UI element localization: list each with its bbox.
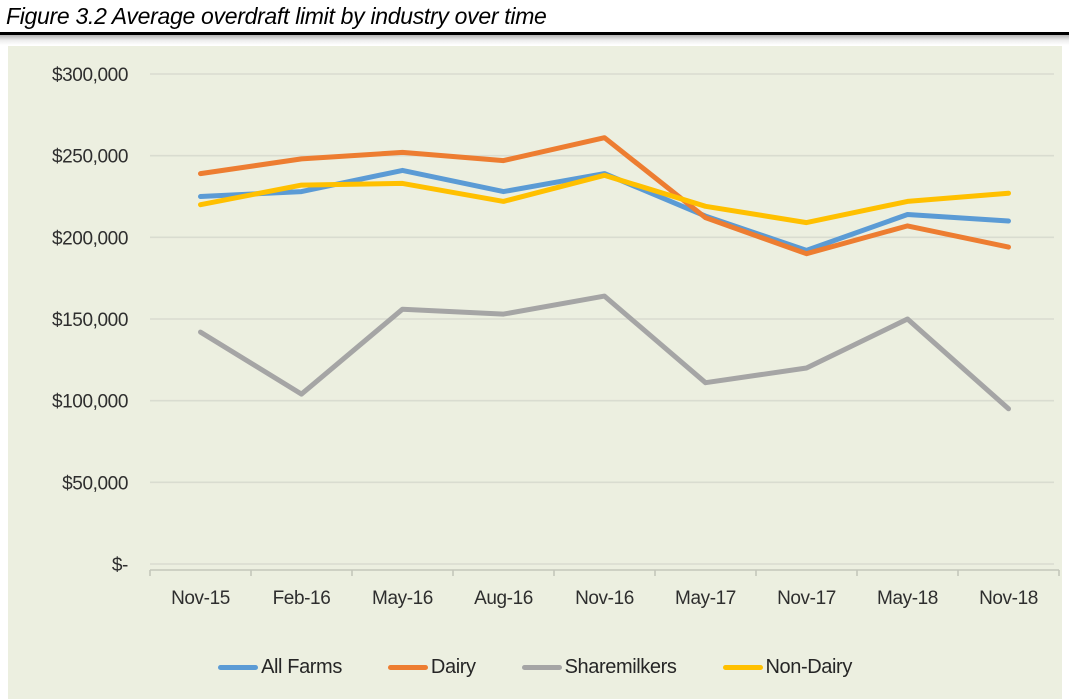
x-axis-label: May-16 [372, 588, 433, 609]
legend-label: All Farms [261, 656, 342, 678]
chart-panel: $300,000 $250,000 $200,000 $150,000 $100,000… [8, 46, 1062, 699]
legend-swatch [722, 665, 763, 670]
y-axis-label: $- [112, 555, 128, 576]
legend-label: Dairy [430, 656, 476, 678]
legend-item-non-dairy: Non-Dairy [722, 656, 853, 679]
legend-item-all-farms: All Farms [218, 656, 342, 679]
legend-swatch [218, 665, 259, 670]
line-chart: $300,000 $250,000 $200,000 $150,000 $100,000… [52, 65, 1060, 609]
x-axis-label: Feb-16 [273, 588, 331, 609]
y-axis-label: $50,000 [62, 473, 128, 494]
y-axis-label: $100,000 [52, 392, 128, 413]
series-line-non-dairy [198, 172, 1011, 226]
legend-swatch [521, 665, 562, 670]
y-axis-label: $150,000 [52, 310, 128, 331]
figure-title: Figure 3.2 Average overdraft limit by in… [6, 3, 547, 29]
x-axis-label: May-17 [675, 588, 736, 609]
y-axis-label: $300,000 [52, 65, 128, 86]
y-axis-label: $250,000 [52, 147, 128, 168]
title-bar: Figure 3.2 Average overdraft limit by in… [0, 0, 1069, 32]
series-line-sharemilkers [198, 293, 1011, 412]
legend-item-dairy: Dairy [387, 656, 476, 679]
legend-swatch [387, 665, 428, 670]
x-axis-label: Nov-18 [979, 588, 1038, 609]
title-rule [0, 32, 1069, 46]
legend-label: Sharemilkers [564, 656, 677, 678]
x-axis-label: Nov-17 [777, 588, 836, 609]
x-axis-label: May-18 [877, 588, 938, 609]
y-axis-label: $200,000 [52, 228, 128, 249]
series-line-dairy [198, 135, 1011, 257]
x-axis-label: Nov-15 [171, 588, 230, 609]
legend-label: Non-Dairy [765, 656, 853, 678]
chart-legend: All Farms Dairy Sharemilkers Non-Dairy [8, 656, 1062, 679]
legend-item-sharemilkers: Sharemilkers [521, 656, 677, 679]
x-axis-label: Nov-16 [575, 588, 634, 609]
x-axis-label: Aug-16 [474, 588, 533, 609]
